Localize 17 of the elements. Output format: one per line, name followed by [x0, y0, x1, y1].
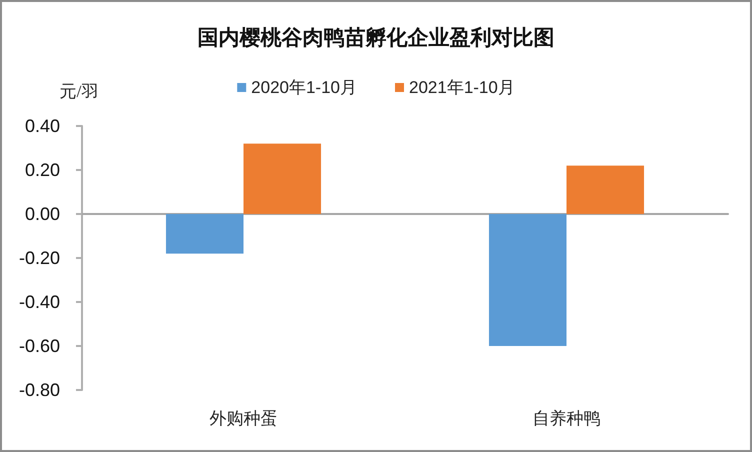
bar [244, 144, 322, 214]
x-tick-label: 自养种鸭 [532, 409, 600, 428]
legend-label: 2020年1-10月 [251, 78, 357, 97]
y-tick-label: 0.20 [24, 160, 60, 180]
bar [488, 214, 566, 346]
y-axis-title: 元/羽 [60, 82, 98, 101]
legend-label: 2021年1-10月 [409, 78, 515, 97]
bar [166, 214, 244, 254]
y-tick-label: 0.40 [24, 116, 60, 136]
y-tick-label: -0.60 [18, 336, 60, 356]
y-tick-label: -0.40 [18, 292, 60, 312]
chart-title: 国内樱桃谷肉鸭苗孵化企业盈利对比图 [198, 26, 554, 50]
x-tick-label: 外购种蛋 [210, 409, 278, 428]
y-tick-label: -0.80 [18, 380, 60, 400]
y-tick-label: -0.20 [18, 248, 60, 268]
bar [566, 166, 644, 214]
y-tick-label: 0.00 [24, 204, 60, 224]
